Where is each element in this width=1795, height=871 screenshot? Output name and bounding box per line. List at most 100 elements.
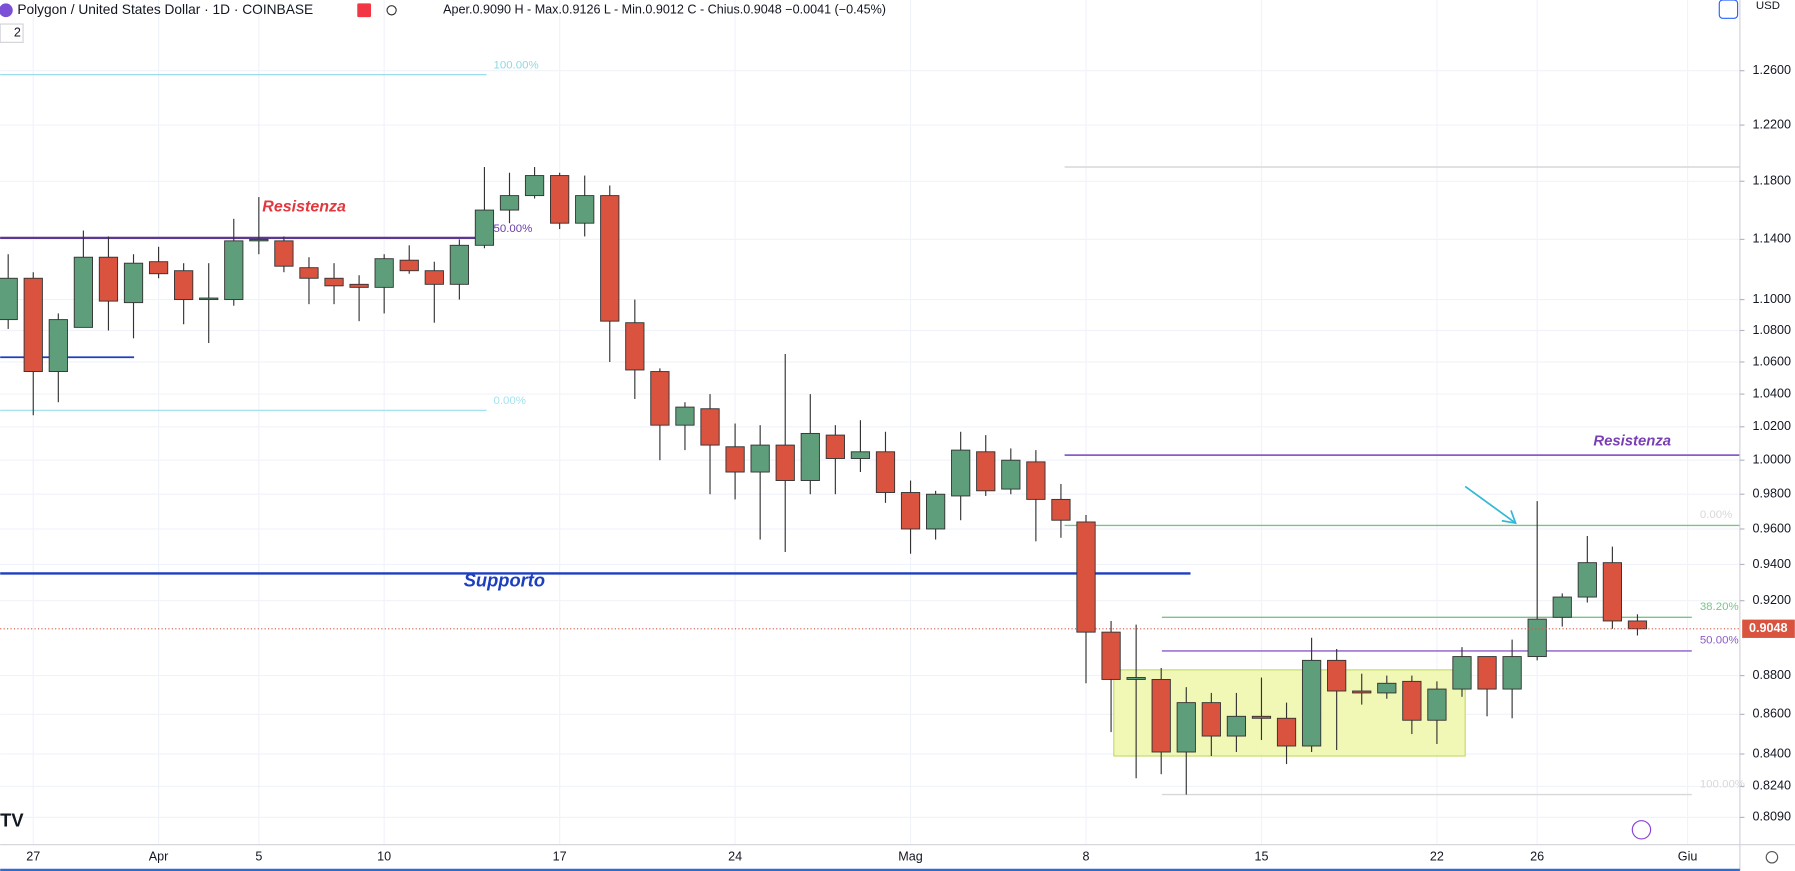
candle-body [800, 432, 820, 481]
x-tick-label: 17 [553, 850, 567, 864]
candle-body [1627, 620, 1648, 630]
candle-body [499, 195, 520, 211]
y-tick-label: 0.9800 [1752, 487, 1790, 501]
x-tick-label: 8 [1083, 850, 1090, 864]
interval-count: 2 [14, 26, 21, 40]
y-tick-label: 0.8600 [1752, 707, 1790, 721]
candle-body [1201, 702, 1221, 737]
y-tick-label: 0.8800 [1752, 668, 1790, 682]
compare-button[interactable] [1718, 0, 1739, 19]
y-tick-label: 1.0400 [1752, 386, 1790, 400]
y-tick-label: 0.9200 [1752, 593, 1790, 607]
candle-body [0, 277, 18, 321]
x-tick-label: 10 [377, 850, 391, 864]
y-tick-label: 1.0600 [1752, 354, 1790, 368]
y-tick-label: 1.2200 [1752, 117, 1790, 131]
fib-label: 50.00% [493, 223, 532, 235]
x-tick-label: 5 [255, 850, 262, 864]
candle-body [199, 297, 219, 301]
interval-box[interactable] [0, 23, 24, 43]
y-tick-label: 1.1800 [1752, 174, 1790, 188]
candle-body [474, 209, 495, 246]
candle-body [48, 319, 68, 373]
settings-icon[interactable] [1765, 850, 1779, 864]
candle-body [1427, 688, 1447, 721]
candle-body [174, 270, 194, 301]
candle-body [374, 258, 394, 288]
candle-body [725, 446, 745, 473]
fib-label: 100.00% [493, 60, 538, 72]
candle-body [274, 240, 294, 267]
alert-icon[interactable] [1631, 820, 1652, 840]
y-tick-label: 1.0000 [1752, 453, 1790, 467]
y-tick-label: 0.9400 [1752, 557, 1790, 571]
arrow-head [1501, 510, 1517, 525]
y-tick-label: 0.8090 [1752, 810, 1790, 824]
x-tick-label: 15 [1254, 850, 1268, 864]
candle-body [1126, 677, 1146, 680]
candle-body [1452, 656, 1472, 690]
candle-body [925, 493, 946, 530]
eye-icon[interactable] [386, 5, 397, 16]
y-tick-label: 1.1400 [1752, 232, 1790, 246]
grid [0, 0, 1740, 845]
symbol-title: Polygon / United States Dollar · 1D · CO… [17, 2, 313, 17]
candle-body [675, 406, 695, 426]
candle-body [224, 240, 244, 301]
fib-label: 38.20% [1700, 601, 1739, 613]
fib-label: 50.00% [1700, 635, 1739, 647]
candle-body [775, 444, 795, 481]
x-tick-label: 27 [26, 850, 40, 864]
annotation: Resistenza [1593, 434, 1671, 450]
candle-body [524, 175, 545, 197]
candle-body [249, 238, 269, 242]
candle-body [1602, 562, 1622, 622]
annotation: Supporto [464, 569, 545, 590]
candle-body [299, 267, 319, 279]
y-tick-label: 1.0200 [1752, 419, 1790, 433]
y-tick-label: 1.0800 [1752, 323, 1790, 337]
candle-body [700, 408, 720, 446]
annotation: Resistenza [262, 197, 346, 215]
candle-body [1577, 562, 1597, 598]
candle-body [1001, 459, 1021, 490]
symbol-icon [0, 3, 13, 18]
candle-body [1176, 702, 1196, 753]
candle-body [73, 256, 93, 328]
x-tick-label: Mag [898, 850, 922, 864]
candle-body [900, 492, 921, 530]
ohlc-legend: Aper.0.9090 H - Max.0.9126 L - Min.0.901… [443, 3, 886, 17]
candle-body [1101, 631, 1121, 680]
candle-body [1151, 678, 1171, 753]
candle-body [650, 371, 670, 426]
candle-body [399, 259, 419, 272]
candle-body [1076, 521, 1096, 633]
fib-label: 0.00% [493, 395, 525, 407]
fib-label: 0.00% [1700, 509, 1732, 521]
logo: TV [0, 810, 24, 831]
plot: 100.00% 50.00% 0.00% 0.00% 38.20% 50.00% 100.0… [0, 60, 1745, 796]
candle-body [1276, 717, 1297, 747]
candle-body [1026, 461, 1046, 500]
candle-body [1251, 715, 1272, 719]
candle-body [1552, 596, 1572, 618]
candle-body [349, 283, 369, 288]
candle-body [575, 195, 595, 224]
x-tick-label: 26 [1530, 850, 1544, 864]
y-tick-label: 1.1000 [1752, 292, 1790, 306]
candle-body [875, 451, 896, 493]
y-tick-label: 0.9600 [1752, 521, 1790, 535]
arrow [1464, 485, 1517, 524]
candle-body [550, 175, 570, 224]
candle-body [1051, 498, 1071, 521]
candle-body [1327, 659, 1347, 692]
candle-body [1301, 659, 1322, 747]
flag-icon[interactable] [357, 3, 372, 18]
y-tick-label: 1.2600 [1752, 63, 1790, 77]
currency-label: USD [1756, 0, 1780, 12]
candle-body [1477, 656, 1497, 690]
candle-body [424, 270, 444, 285]
candle-body [324, 277, 344, 287]
